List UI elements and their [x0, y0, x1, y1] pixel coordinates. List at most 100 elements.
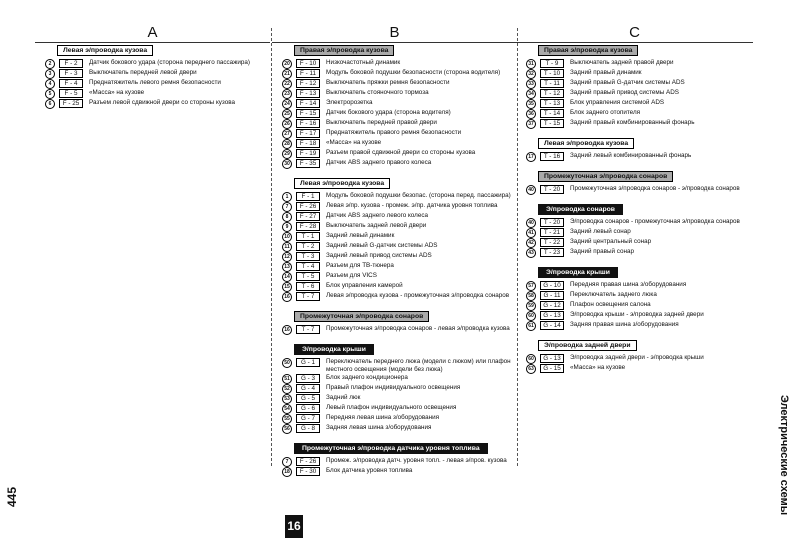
section-title: Правая э/проводка кузова — [538, 45, 639, 56]
section: Промежуточная э/проводка сонаров 40 T - 20… — [526, 171, 749, 195]
connector-description: Задний правый G-датчик системы ADS — [570, 79, 685, 86]
connector-description: Блок заднего кондиционера — [326, 374, 408, 381]
connector-row: 35 T - 13 Блок управления системой ADS — [526, 99, 749, 109]
connector-row: 63 G - 15 «Масса» на кузове — [526, 364, 749, 374]
connector-row: 7 F - 26 Левая э/пр. кузова - промеж. э/пр… — [282, 202, 513, 212]
connector-description: Разъем для ТВ-тюнера — [326, 262, 394, 269]
connector-description: Блок датчика уровня топлива — [326, 467, 413, 474]
connector-description: Задний левый сонар — [570, 228, 631, 235]
section-title: Левая э/проводка кузова — [294, 178, 391, 189]
connector-code: T - 4 — [296, 262, 320, 271]
side-title: Электрические схемы — [778, 395, 790, 516]
section: Э/проводка крыши 50 G - 1 Переключатель пер… — [282, 344, 513, 434]
connector-number: 36 — [526, 109, 536, 119]
connector-description: Задний левый динамик — [326, 232, 395, 239]
connector-number: 28 — [282, 139, 292, 149]
connector-row: 13 T - 4 Разъем для ТВ-тюнера — [282, 262, 513, 272]
connector-description: Датчик ABS заднего левого колеса — [326, 212, 428, 219]
connector-row: 4 F - 4 Преднатяжитель левого ремня безопа… — [45, 79, 266, 89]
column-letter: A — [144, 24, 161, 41]
connector-number: 57 — [526, 281, 536, 291]
connector-row: 23 F - 13 Выключатель стояночного тормоза — [282, 89, 513, 99]
column-body: Правая э/проводка кузова 31 T - 9 Выключате… — [526, 45, 749, 383]
connector-number: 41 — [526, 228, 536, 238]
connector-number: 25 — [282, 109, 292, 119]
connector-number: 7 — [282, 202, 292, 212]
connector-row: 9 F - 28 Выключатель задней левой двери — [282, 222, 513, 232]
connector-number: 51 — [282, 374, 292, 384]
connector-number: 23 — [282, 89, 292, 99]
page-number: 445 — [5, 486, 20, 508]
connector-row: 14 T - 5 Разъем для VICS — [282, 272, 513, 282]
column: A Левая э/проводка кузова 2 F - 2 Датчик бок… — [35, 24, 270, 466]
connector-number: 11 — [282, 242, 292, 252]
connector-row: 41 T - 21 Задний левый сонар — [526, 228, 749, 238]
connector-code: T - 12 — [540, 89, 564, 98]
connector-number: 58 — [526, 291, 536, 301]
connector-number: 4 — [45, 79, 55, 89]
connector-code: G - 12 — [540, 301, 564, 310]
connector-description: Разъем для VICS — [326, 272, 377, 279]
section-title: Промежуточная э/проводка сонаров — [538, 171, 674, 182]
connector-description: Задняя правая шина з/оборудования — [570, 321, 679, 328]
connector-number: 8 — [282, 212, 292, 222]
connector-code: F - 27 — [296, 212, 320, 221]
connector-code: F - 19 — [296, 149, 320, 158]
connector-code: T - 14 — [540, 109, 564, 118]
connector-row: 17 T - 16 Задний левый комбинированный фон… — [526, 152, 749, 162]
connector-number: 61 — [526, 321, 536, 331]
connector-description: Передняя левая шина з/оборудования — [326, 414, 439, 421]
connector-number: 7 — [282, 457, 292, 467]
connector-row: 12 T - 3 Задний левый привод системы ADS — [282, 252, 513, 262]
connector-row: 60 G - 13 Э/проводка задней двери - э/пров… — [526, 354, 749, 364]
connector-number: 22 — [282, 79, 292, 89]
connector-code: T - 23 — [540, 248, 564, 257]
connector-code: T - 7 — [296, 292, 320, 301]
connector-row: 11 T - 2 Задний левый G-датчик системы ADS — [282, 242, 513, 252]
section: Промежуточная э/проводка датчика уровня … — [282, 443, 513, 477]
section-title: Э/проводка сонаров — [538, 204, 623, 215]
connector-row: 52 G - 4 Правый плафон индивидуального осв… — [282, 384, 513, 394]
connector-number: 20 — [282, 59, 292, 69]
connector-row: 40 T - 20 Промежуточная э/проводка сонаров… — [526, 185, 749, 195]
connector-description: Блок управления системой ADS — [570, 99, 665, 106]
connector-number: 60 — [526, 354, 536, 364]
connector-row: 34 T - 12 Задний правый привод системы ADS — [526, 89, 749, 99]
connector-number: 1 — [282, 192, 292, 202]
connector-code: G - 6 — [296, 404, 320, 413]
connector-number: 56 — [282, 424, 292, 434]
connector-number: 2 — [45, 59, 55, 69]
connector-code: F - 16 — [296, 119, 320, 128]
connector-code: T - 13 — [540, 99, 564, 108]
connector-code: T - 10 — [540, 69, 564, 78]
connector-number: 42 — [526, 238, 536, 248]
connector-code: F - 25 — [59, 99, 83, 108]
connector-row: 37 T - 15 Задний правый комбинированный фо… — [526, 119, 749, 129]
connector-description: Правый плафон индивидуального освещения — [326, 384, 461, 391]
connector-row: 27 F - 17 Преднатяжитель правого ремня без… — [282, 129, 513, 139]
connector-code: F - 28 — [296, 222, 320, 231]
section: Правая э/проводка кузова 31 T - 9 Выключате… — [526, 45, 749, 129]
connector-row: 15 T - 6 Блок управления камерой — [282, 282, 513, 292]
connector-row: 57 G - 10 Передняя правая шина з/оборудова… — [526, 281, 749, 291]
connector-number: 35 — [526, 99, 536, 109]
connector-number: 60 — [526, 311, 536, 321]
connector-code: T - 2 — [296, 242, 320, 251]
connector-code: T - 6 — [296, 282, 320, 291]
connector-code: F - 4 — [59, 79, 83, 88]
section-title: Э/проводка крыши — [538, 267, 618, 278]
connector-description: Датчик бокового удара (сторона водителя) — [326, 109, 451, 116]
connector-description: Передняя правая шина з/оборудования — [570, 281, 687, 288]
connector-description: Блок заднего отопителя — [570, 109, 641, 116]
column-letter: B — [386, 24, 403, 41]
connector-description: Выключатель пряжки ремня безопасности — [326, 79, 450, 86]
connector-code: F - 17 — [296, 129, 320, 138]
connector-code: F - 15 — [296, 109, 320, 118]
connector-code: F - 2 — [59, 59, 83, 68]
connector-number: 27 — [282, 129, 292, 139]
connector-code: G - 15 — [540, 364, 564, 373]
connector-number: 40 — [526, 185, 536, 195]
connector-number: 29 — [282, 149, 292, 159]
connector-row: 10 T - 1 Задний левый динамик — [282, 232, 513, 242]
connector-description: Левая э/пр. кузова - промеж. э/пр. датчи… — [326, 202, 498, 209]
